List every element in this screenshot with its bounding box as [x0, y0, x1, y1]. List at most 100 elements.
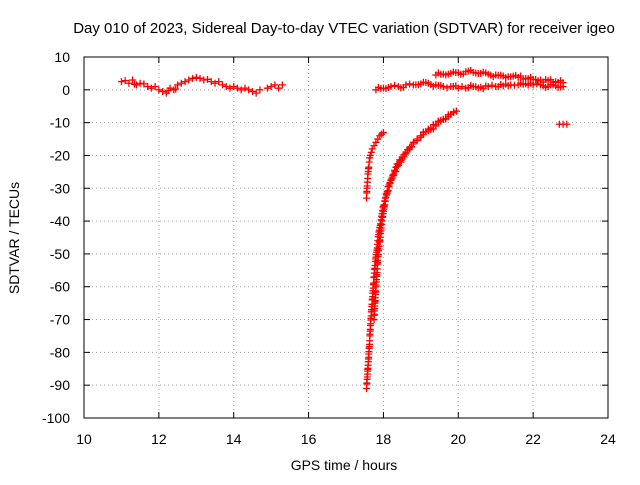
series-8: [555, 120, 571, 128]
data-point: [125, 79, 133, 87]
series-1: [117, 73, 264, 97]
data-point: [452, 107, 460, 115]
data-point: [207, 78, 215, 86]
data-points: [117, 66, 571, 392]
chart-title: Day 010 of 2023, Sidereal Day-to-day VTE…: [73, 20, 615, 37]
data-point: [387, 176, 395, 184]
data-point: [177, 79, 185, 87]
y-axis-label: SDTVAR / TECUs: [6, 182, 22, 294]
plot-frame: [83, 56, 609, 419]
data-point: [559, 79, 567, 87]
data-point: [390, 170, 398, 178]
data-point: [388, 175, 396, 183]
data-point: [402, 81, 410, 89]
data-point: [241, 84, 249, 92]
data-point: [384, 187, 392, 195]
data-point: [443, 84, 451, 92]
data-point: [196, 74, 204, 82]
data-point: [144, 83, 152, 91]
x-axis-label: GPS time / hours: [291, 457, 398, 473]
data-point: [140, 80, 148, 88]
data-point: [397, 156, 405, 164]
data-point: [454, 84, 462, 92]
data-point: [386, 179, 394, 187]
data-point: [218, 81, 226, 89]
x-tick-label: 12: [151, 431, 167, 447]
y-tick-label: -70: [50, 312, 70, 328]
data-point: [155, 86, 163, 94]
data-point: [385, 183, 393, 191]
x-tick-label: 10: [76, 431, 92, 447]
data-point: [267, 83, 275, 91]
data-point: [181, 78, 189, 86]
data-point: [129, 76, 137, 84]
data-point: [230, 83, 238, 91]
data-point: [413, 135, 421, 143]
data-point: [136, 79, 144, 87]
series-5: [370, 107, 460, 324]
data-point: [248, 87, 256, 95]
data-point: [417, 132, 425, 140]
x-axis-tick-labels: 10 12 14 16 18 20 22 24: [76, 431, 616, 447]
data-point: [533, 80, 541, 88]
data-point: [252, 89, 260, 97]
data-point: [263, 84, 271, 92]
y-tick-label: -100: [42, 410, 70, 426]
data-point: [117, 78, 125, 86]
data-point: [391, 81, 399, 89]
data-point: [215, 78, 223, 86]
x-tick-label: 24: [600, 431, 616, 447]
data-point: [442, 114, 450, 122]
y-tick-label: 10: [54, 49, 70, 65]
series-2: [263, 81, 286, 92]
data-point: [189, 74, 197, 82]
y-tick-label: -50: [50, 246, 70, 262]
y-tick-label: 0: [62, 82, 70, 98]
y-tick-label: -80: [50, 344, 70, 360]
ticks: [83, 56, 609, 419]
data-point: [172, 85, 180, 93]
data-point: [389, 171, 397, 179]
x-tick-label: 22: [525, 431, 541, 447]
data-point: [458, 82, 466, 90]
data-point: [563, 120, 571, 128]
data-point: [166, 84, 174, 92]
data-point: [439, 83, 447, 91]
data-point: [185, 76, 193, 84]
data-point: [237, 86, 245, 94]
data-point: [211, 79, 219, 87]
data-point: [387, 83, 395, 91]
data-point: [409, 138, 417, 146]
data-point: [379, 128, 387, 136]
data-point: [256, 86, 264, 94]
data-point: [406, 80, 414, 88]
data-point: [222, 83, 230, 91]
data-point: [233, 84, 241, 92]
data-point: [159, 87, 167, 95]
data-point: [488, 81, 496, 89]
data-point: [121, 77, 129, 85]
data-point: [192, 73, 200, 81]
data-point: [484, 83, 492, 91]
y-tick-label: -10: [50, 115, 70, 131]
series-7: [432, 66, 567, 87]
data-point: [271, 81, 279, 89]
data-point: [147, 84, 155, 92]
y-tick-label: -90: [50, 377, 70, 393]
data-point: [204, 75, 212, 83]
grid: [84, 57, 608, 418]
data-point: [245, 86, 253, 94]
data-point: [174, 81, 182, 89]
x-tick-label: 16: [301, 431, 317, 447]
x-tick-label: 20: [450, 431, 466, 447]
data-point: [226, 84, 234, 92]
y-tick-label: -20: [50, 147, 70, 163]
data-point: [275, 84, 283, 92]
y-tick-label: -60: [50, 279, 70, 295]
data-point: [366, 151, 374, 159]
data-point: [132, 81, 140, 89]
